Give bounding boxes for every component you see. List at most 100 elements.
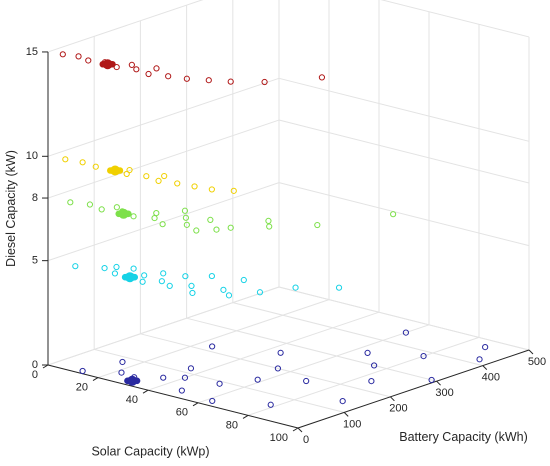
x-axis-line	[47, 364, 299, 429]
x-tick-mark	[42, 364, 49, 369]
data-point	[161, 172, 168, 180]
z-tick-label: 15	[26, 46, 38, 58]
x-tick-mark	[92, 377, 99, 382]
data-point	[153, 65, 160, 72]
data-point	[111, 270, 119, 277]
data-point	[208, 272, 215, 280]
data-point	[254, 376, 261, 383]
data-point	[220, 286, 227, 293]
data-point	[123, 170, 130, 178]
data-point	[227, 224, 234, 231]
x-tick-label: 20	[76, 382, 88, 394]
data-point	[209, 343, 216, 350]
y-tick-label: 300	[435, 387, 453, 399]
data-point	[130, 265, 137, 272]
data-point	[274, 365, 281, 372]
data-point	[155, 177, 162, 184]
data-point	[216, 380, 223, 387]
points-layer	[59, 51, 489, 408]
data-point	[133, 66, 140, 73]
data-point	[151, 214, 158, 222]
axis-layer	[42, 51, 534, 433]
y-tick-mark	[390, 396, 395, 402]
data-point	[476, 356, 483, 363]
y-tick-label: 400	[482, 372, 500, 384]
grid-line	[278, 286, 530, 351]
data-point	[59, 51, 66, 58]
z-axis-label: Diesel Capacity (kW)	[4, 150, 18, 267]
y-tick-mark	[436, 380, 441, 386]
data-point	[79, 159, 86, 166]
data-point	[189, 289, 196, 297]
data-point	[183, 221, 190, 228]
x-tick-label: 100	[270, 432, 288, 444]
y-tick-label: 0	[303, 434, 309, 446]
grid-line	[97, 299, 330, 379]
data-point	[98, 206, 105, 213]
data-point	[303, 377, 310, 385]
y-tick-label: 500	[528, 356, 546, 368]
grid-line	[147, 311, 380, 391]
data-point	[79, 367, 86, 375]
grid-line	[47, 77, 280, 157]
data-point	[181, 207, 189, 214]
data-point	[145, 70, 152, 78]
data-point	[368, 378, 375, 385]
grid-line	[47, 286, 280, 366]
data-point	[261, 78, 268, 86]
data-point	[266, 223, 273, 230]
grid-line	[278, 77, 530, 142]
grid-line	[247, 336, 480, 416]
data-point	[292, 284, 299, 291]
data-point	[128, 61, 135, 69]
data-point	[187, 365, 195, 372]
data-point	[86, 201, 94, 208]
data-point	[141, 272, 148, 279]
data-point	[126, 166, 133, 174]
data-point	[166, 282, 173, 289]
x-tick-label: 80	[226, 419, 238, 431]
data-point	[188, 282, 195, 290]
data-point	[207, 216, 214, 223]
data-point	[110, 165, 121, 176]
data-point	[209, 397, 216, 405]
data-point	[364, 349, 371, 357]
y-tick-mark	[528, 349, 534, 355]
y-tick-label: 200	[389, 403, 407, 415]
data-point	[230, 187, 237, 194]
data-point	[124, 272, 135, 283]
data-point	[371, 362, 378, 369]
data-point	[267, 401, 274, 408]
data-point	[482, 344, 489, 351]
x-tick-mark	[242, 414, 249, 419]
x-tick-label: 40	[126, 394, 138, 406]
data-point	[102, 59, 113, 70]
grid-line	[186, 317, 437, 382]
grid-line	[47, 0, 204, 53]
data-point	[67, 199, 74, 206]
data-point	[208, 186, 215, 193]
data-point	[158, 278, 165, 285]
data-point	[130, 213, 137, 220]
data-point	[127, 375, 138, 386]
data-point	[183, 75, 190, 82]
data-point	[113, 204, 120, 211]
y-tick-label: 100	[343, 418, 361, 430]
data-point	[153, 209, 160, 217]
data-point	[113, 263, 120, 271]
grid-line	[278, 182, 530, 247]
data-point	[420, 353, 427, 360]
data-point	[205, 77, 212, 84]
data-point	[62, 156, 69, 163]
data-point	[256, 289, 264, 296]
data-point	[428, 376, 435, 384]
grid-line	[197, 324, 430, 404]
data-point	[182, 214, 190, 221]
data-point	[165, 73, 172, 80]
data-point	[227, 78, 234, 85]
data-point	[119, 358, 126, 366]
grid-line	[140, 333, 391, 398]
grid-line	[47, 119, 280, 199]
